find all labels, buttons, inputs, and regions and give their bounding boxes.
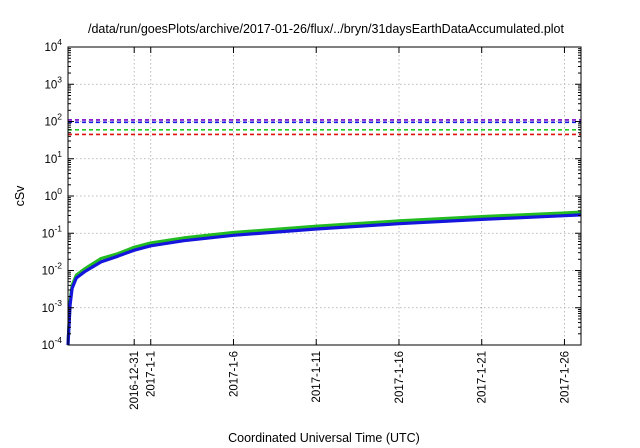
y-tick-exponent: -3 [54, 298, 62, 308]
chart-title: /data/run/goesPlots/archive/2017-01-26/f… [88, 22, 564, 36]
y-tick-label: 10-4 [42, 335, 63, 352]
y-tick-exponent: -1 [54, 223, 62, 233]
x-axis-ticks: 2016-12-31 2017-1-1 2017-1-6 2017-1-11 2017-… [129, 47, 571, 410]
y-tick-exponent: -4 [54, 335, 62, 345]
x-tick-label: 2017-1-11 [311, 351, 323, 403]
x-tick-label: 2017-1-1 [146, 351, 158, 397]
y-tick-exponent: 1 [57, 149, 62, 159]
x-tick-label: 2017-1-16 [394, 351, 406, 403]
y-tick-exponent: 0 [57, 186, 62, 196]
y-tick-label: 103 [44, 74, 62, 91]
y-tick-exponent: 4 [57, 37, 62, 47]
x-tick-label: 2016-12-31 [129, 351, 141, 410]
y-tick-label: 100 [44, 186, 62, 203]
y-tick-label: 10-2 [42, 261, 63, 278]
y-tick-exponent: 2 [57, 112, 62, 122]
series-line [66, 210, 582, 346]
grid [68, 47, 581, 345]
y-tick-label: 10-1 [42, 223, 63, 240]
y-tick-label: 102 [44, 112, 62, 129]
x-tick-label: 2017-1-21 [477, 351, 489, 403]
y-tick-exponent: 3 [57, 74, 62, 84]
x-tick-label: 2017-1-6 [228, 351, 240, 397]
reference-lines [68, 119, 581, 136]
y-tick-exponent: -2 [54, 261, 62, 271]
x-tick-label: 2017-1-26 [559, 351, 571, 403]
series-line [66, 213, 582, 346]
y-axis-label: cSv [13, 185, 27, 207]
series-lines [66, 210, 582, 346]
y-tick-label: 10-3 [42, 298, 63, 315]
x-axis-label: Coordinated Universal Time (UTC) [228, 431, 420, 445]
y-tick-label: 104 [44, 37, 62, 54]
y-tick-label: 101 [44, 149, 62, 166]
